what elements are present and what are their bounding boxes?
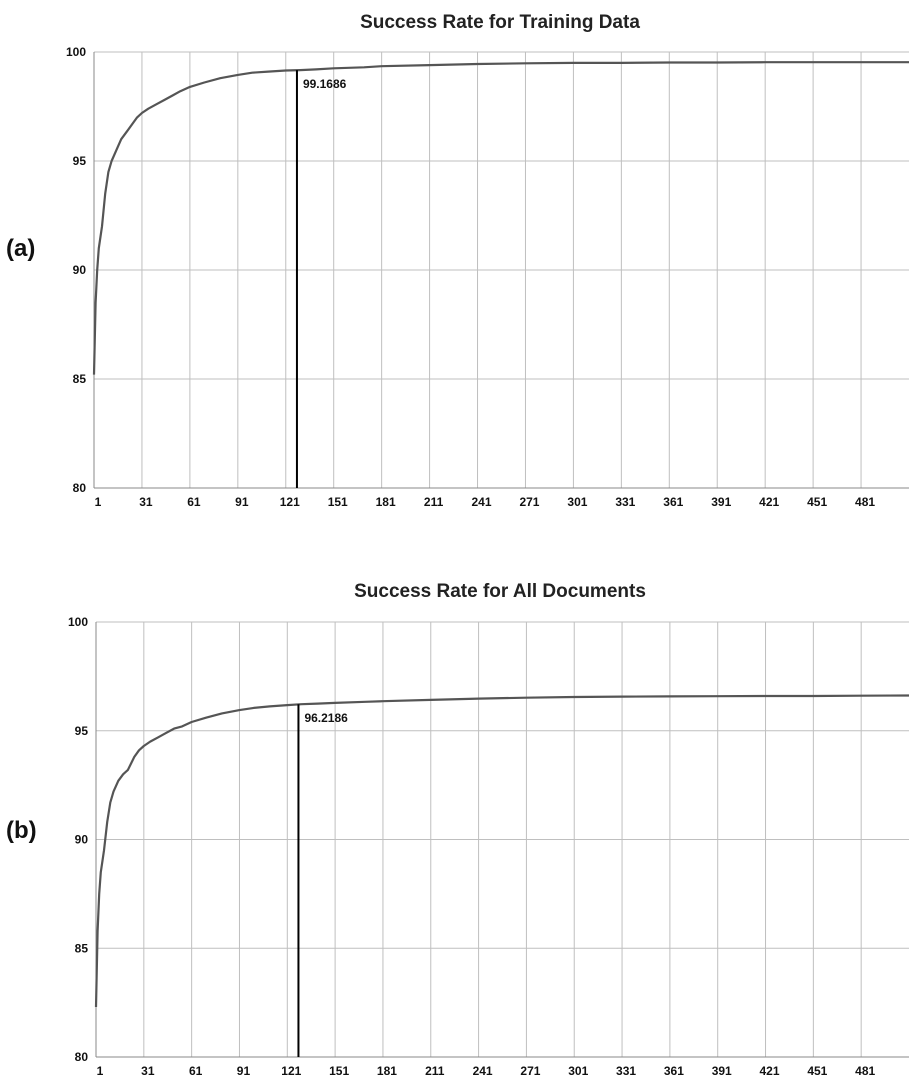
- x-tick-label: 481: [855, 1064, 875, 1078]
- x-tick-label: 241: [472, 495, 492, 509]
- marker-value-label: 96.2186: [304, 711, 348, 725]
- x-tick-label: 361: [663, 495, 683, 509]
- x-tick-label: 391: [712, 1064, 732, 1078]
- x-tick-label: 361: [664, 1064, 684, 1078]
- series-line: [92, 61, 909, 375]
- x-tick-label: 241: [473, 1064, 493, 1078]
- x-tick-label: 301: [567, 495, 587, 509]
- panel-label: (b): [6, 817, 37, 844]
- chart-panel-a: Success Rate for Training Data (a) 80 85 9…: [0, 0, 909, 530]
- y-tick-label: 100: [68, 615, 88, 629]
- marker-value-label: 99.1686: [303, 77, 347, 91]
- x-tick-label: 451: [807, 1064, 827, 1078]
- x-tick-label: 91: [237, 1064, 251, 1078]
- y-tick-label: 85: [75, 941, 89, 955]
- x-tick-label: 151: [329, 1064, 349, 1078]
- x-tick-label: 181: [376, 495, 396, 509]
- x-tick-label: 1: [97, 1064, 104, 1078]
- x-tick-label: 451: [807, 495, 827, 509]
- x-tick-label: 331: [616, 1064, 636, 1078]
- x-tick-label: 481: [855, 495, 875, 509]
- x-tick-label: 121: [280, 495, 300, 509]
- y-tick-label: 85: [73, 372, 87, 386]
- y-tick-label: 95: [75, 724, 89, 738]
- series-line: [94, 694, 909, 1008]
- x-tick-label: 301: [568, 1064, 588, 1078]
- line-chart: 80 85 90 95 100 1 31 61 91 121 151 181 211 241 271 301 3…: [66, 45, 909, 509]
- y-tick-label: 95: [73, 154, 87, 168]
- x-tick-label: 61: [187, 495, 201, 509]
- x-tick-label: 121: [281, 1064, 301, 1078]
- x-tick-label: 391: [711, 495, 731, 509]
- x-tick-label: 61: [189, 1064, 203, 1078]
- chart-title: Success Rate for All Documents: [354, 581, 646, 602]
- y-tick-label: 80: [75, 1050, 89, 1064]
- x-tick-label: 331: [615, 495, 635, 509]
- y-tick-label: 90: [73, 263, 87, 277]
- x-tick-label: 91: [235, 495, 249, 509]
- x-tick-label: 211: [425, 1064, 445, 1078]
- x-tick-label: 271: [520, 1064, 540, 1078]
- x-tick-label: 31: [141, 1064, 155, 1078]
- x-tick-label: 421: [759, 495, 779, 509]
- x-tick-label: 1: [95, 495, 102, 509]
- line-chart: 80 85 90 95 100 1 31 61 91 121 151 181 211 241 271 301 3…: [68, 615, 909, 1078]
- x-tick-label: 181: [377, 1064, 397, 1078]
- y-tick-label: 90: [75, 833, 89, 847]
- x-tick-label: 271: [519, 495, 539, 509]
- x-tick-label: 211: [424, 495, 444, 509]
- chart-title: Success Rate for Training Data: [360, 12, 640, 33]
- x-tick-label: 151: [328, 495, 348, 509]
- chart-panel-b: Success Rate for All Documents (b) 80 85 9…: [0, 570, 909, 1088]
- x-tick-label: 31: [139, 495, 153, 509]
- x-tick-label: 421: [760, 1064, 780, 1078]
- y-tick-label: 80: [73, 481, 87, 495]
- panel-label: (a): [6, 235, 36, 262]
- y-tick-label: 100: [66, 45, 86, 59]
